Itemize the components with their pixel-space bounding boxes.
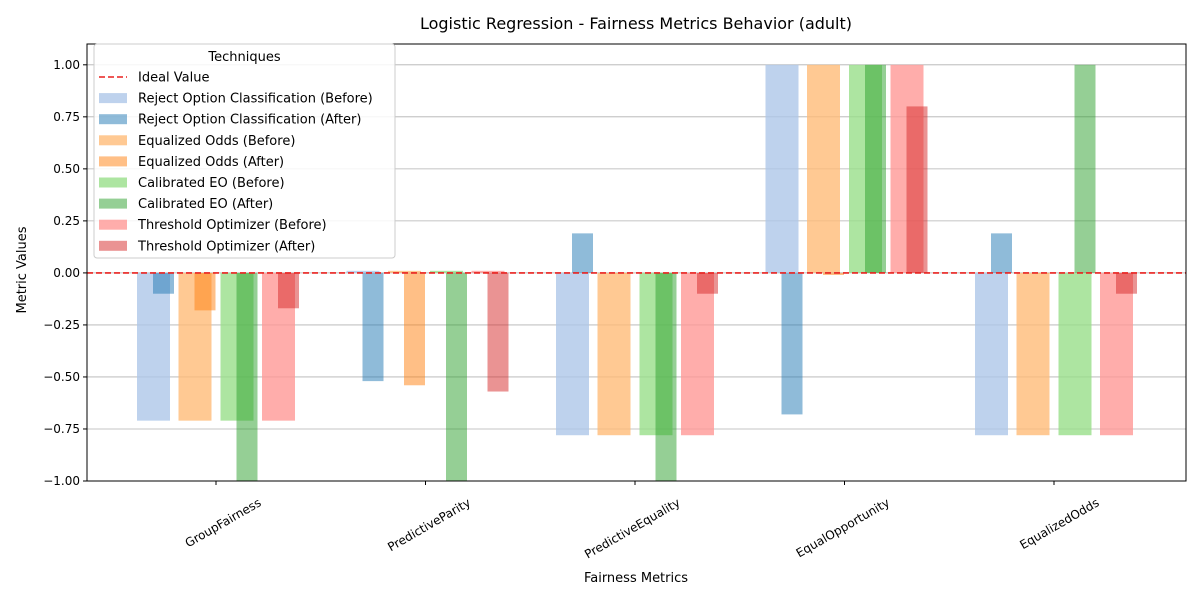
bar-PredictiveEquality-series-7: [697, 272, 718, 294]
legend-entry-label: Calibrated EO (Before): [138, 176, 285, 191]
legend-entry-label: Threshold Optimizer (Before): [137, 218, 327, 233]
bar-PredictiveEquality-series-5: [655, 272, 677, 481]
bar-EqualOpportunity-series-1: [781, 272, 803, 415]
legend-swatch: [99, 93, 127, 104]
bar-PredictiveParity-series-6: [471, 270, 505, 273]
x-tick-label: PredictiveEquality: [582, 495, 682, 561]
bar-EqualizedOdds-series-1: [991, 233, 1012, 273]
y-tick-label: 0.25: [53, 214, 80, 228]
legend-entry-label: Threshold Optimizer (After): [137, 239, 315, 254]
bar-EqualizedOdds-series-7: [1116, 272, 1137, 294]
y-tick-label: −0.25: [43, 318, 80, 332]
bar-EqualizedOdds-series-2: [1016, 272, 1050, 436]
bar-GroupFairness-series-0: [137, 272, 170, 421]
bar-EqualOpportunity-series-3: [823, 272, 844, 275]
bar-GroupFairness-series-5: [236, 272, 258, 481]
bars: [137, 64, 1137, 481]
bar-PredictiveEquality-series-2: [597, 272, 631, 436]
plot-frame: [86, 43, 1187, 482]
bar-GroupFairness-series-1: [153, 272, 174, 294]
x-ticks: GroupFairness PredictiveParity PredictiveE…: [183, 481, 1102, 561]
y-tick-label: 1.00: [53, 58, 80, 72]
y-tick-label: 0.00: [53, 266, 80, 280]
legend-swatch: [99, 156, 127, 167]
legend-entry-label: Reject Option Classification (After): [138, 113, 361, 128]
bar-EqualOpportunity-series-7: [906, 106, 928, 273]
bar-GroupFairness-series-7: [278, 272, 299, 309]
bar-PredictiveParity-series-7: [487, 272, 509, 392]
bar-EqualizedOdds-series-0: [975, 272, 1008, 436]
legend-entry-label: Equalized Odds (After): [138, 155, 284, 170]
bar-PredictiveParity-series-5: [446, 272, 467, 481]
legend-box: [93, 43, 396, 259]
bar-PredictiveParity-series-1: [362, 272, 384, 382]
legend-swatch: [99, 198, 127, 209]
legend: Techniques Ideal Value Reject Option Class…: [93, 43, 396, 259]
bar-EqualOpportunity-series-5: [865, 64, 886, 273]
y-tick-label: −1.00: [43, 474, 80, 488]
x-tick-label: GroupFairness: [183, 495, 264, 550]
bar-PredictiveParity-series-3: [404, 272, 425, 386]
y-tick-label: 0.75: [53, 110, 80, 124]
y-axis-label: Metric Values: [15, 226, 30, 313]
bar-EqualOpportunity-series-0: [765, 64, 799, 273]
bar-PredictiveEquality-series-0: [556, 272, 589, 436]
legend-entry-label: Reject Option Classification (Before): [138, 92, 373, 107]
bar-PredictiveEquality-series-1: [572, 233, 593, 273]
legend-swatch: [99, 114, 127, 125]
x-tick-label: PredictiveParity: [385, 495, 473, 554]
legend-swatch: [99, 219, 127, 230]
legend-swatch: [99, 240, 127, 251]
legend-swatch: [99, 135, 127, 146]
y-ticks: −1.00 −0.75 −0.50 −0.25 0.00 0.25 0.50 0.75 1.00: [43, 58, 87, 488]
bar-PredictiveParity-series-2: [388, 270, 421, 273]
y-tick-label: 0.50: [53, 162, 80, 176]
legend-title: Techniques: [207, 50, 280, 65]
legend-entry-label: Ideal Value: [138, 71, 210, 86]
bar-EqualizedOdds-series-4: [1058, 272, 1092, 436]
y-tick-label: −0.50: [43, 370, 80, 384]
bar-GroupFairness-series-3: [194, 272, 216, 311]
bar-EqualizedOdds-series-6: [1100, 272, 1133, 436]
x-tick-label: EqualOpportunity: [794, 495, 892, 560]
chart-title: Logistic Regression - Fairness Metrics B…: [420, 14, 852, 33]
legend-swatch: [99, 177, 127, 188]
legend-entry-label: Calibrated EO (After): [138, 197, 273, 212]
legend-entry-label: Equalized Odds (Before): [138, 134, 295, 149]
bar-EqualOpportunity-series-2: [807, 64, 840, 273]
axes: [86, 43, 1187, 482]
bar-PredictiveEquality-series-6: [681, 272, 714, 436]
bar-PredictiveParity-series-4: [430, 270, 463, 273]
x-axis-label: Fairness Metrics: [584, 571, 688, 586]
bar-PredictiveParity-series-0: [346, 270, 380, 273]
y-tick-label: −0.75: [43, 422, 80, 436]
bar-EqualizedOdds-series-5: [1074, 64, 1096, 273]
x-tick-label: EqualizedOdds: [1017, 495, 1101, 552]
